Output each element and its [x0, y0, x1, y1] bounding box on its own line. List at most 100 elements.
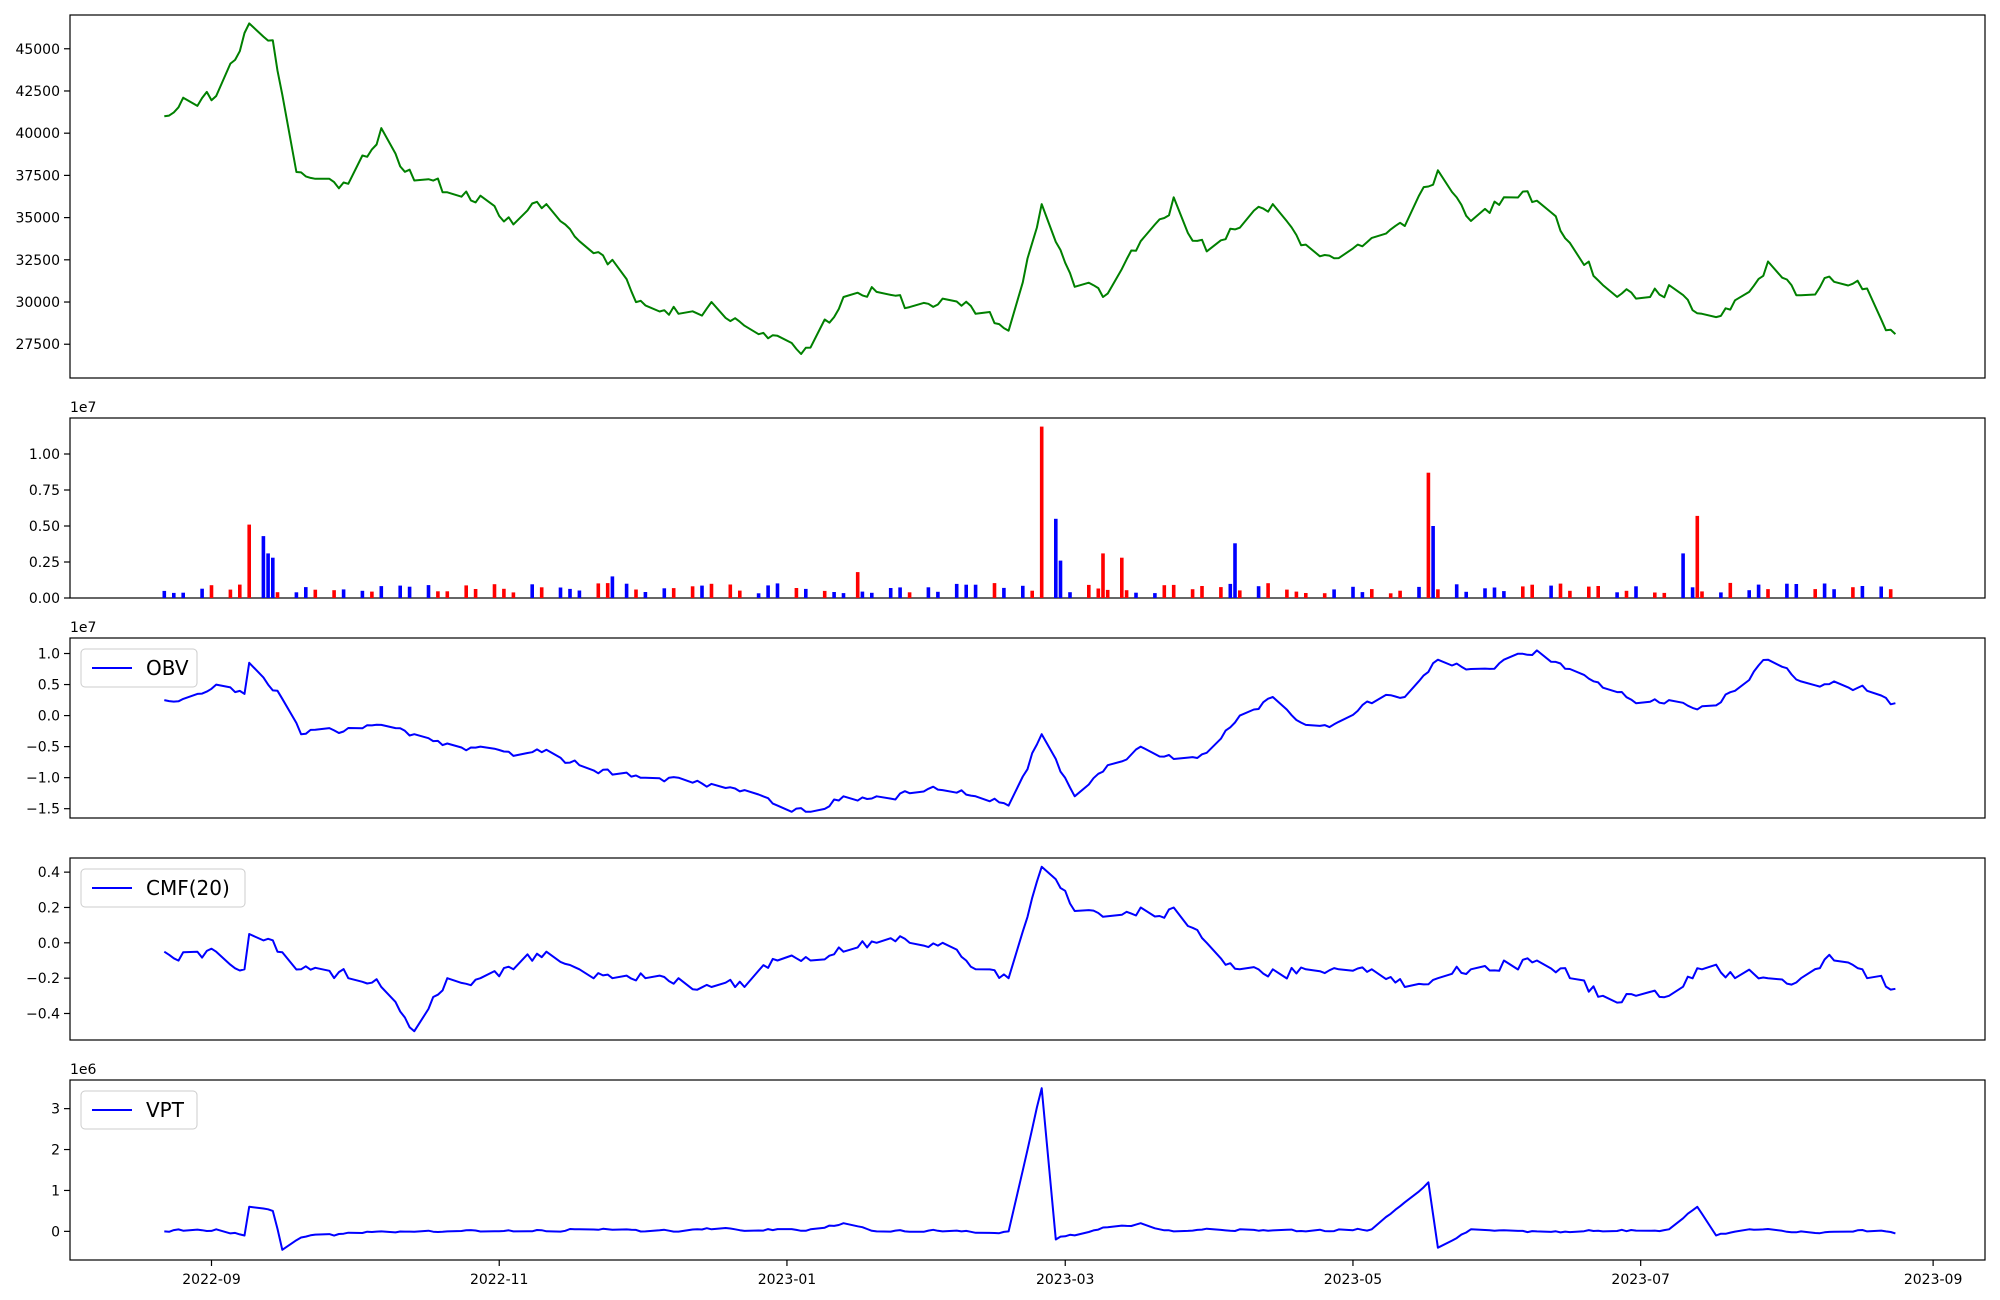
- volume-bar: [992, 583, 997, 598]
- volume-bar: [1879, 586, 1883, 598]
- obv-series-line: [164, 649, 1896, 813]
- cmf-legend-box: [80, 868, 246, 908]
- volume-bar: [436, 591, 440, 598]
- volume-bar: [1426, 472, 1431, 598]
- cmf-ytick-label: 0.4: [38, 865, 60, 881]
- volume-ytick-label: 0.25: [29, 555, 60, 571]
- volume-bar: [266, 553, 270, 598]
- volume-bar: [1502, 591, 1506, 598]
- volume-bar: [1087, 584, 1091, 598]
- vpt-frame: [69, 1079, 1986, 1261]
- volume-bar: [1700, 591, 1704, 598]
- price-ytick-label: 42500: [15, 84, 60, 100]
- volume-bar: [1860, 586, 1865, 598]
- volume-bar: [1285, 589, 1289, 598]
- volume-bar: [511, 592, 516, 598]
- volume-bar: [690, 586, 695, 598]
- obv-ytick-label: −1.0: [26, 771, 60, 787]
- volume-bar: [1530, 584, 1534, 598]
- vpt-ytick-label: 1: [51, 1183, 60, 1199]
- volume-bar: [738, 590, 742, 598]
- volume-bar: [1039, 426, 1044, 598]
- volume-bar: [1101, 553, 1105, 598]
- vpt-legend-box: [80, 1090, 198, 1130]
- price-frame: [69, 14, 1986, 379]
- volume-bar: [1233, 543, 1237, 598]
- volume-bar: [794, 588, 799, 598]
- obv-axes: −1.5 −1.0 −0.5 0.0 0.5 1.0 1e7 OBV: [26, 620, 1986, 819]
- vpt-legend-label: VPT: [146, 1098, 185, 1122]
- volume-bar: [1238, 590, 1242, 598]
- volume-bar: [1521, 586, 1525, 598]
- volume-bar: [464, 585, 468, 598]
- volume-bar: [1153, 593, 1157, 598]
- volume-bar: [662, 588, 667, 598]
- cmf-legend-label: CMF(20): [146, 876, 230, 900]
- volume-bar: [973, 584, 978, 598]
- volume-bar: [1219, 587, 1223, 598]
- volume-bar: [804, 588, 808, 598]
- vpt-ytick-label: 0: [51, 1224, 60, 1240]
- x-tick-label: 2023-09: [1904, 1272, 1963, 1288]
- volume-bar: [271, 557, 275, 598]
- price-ytick-label: 37500: [15, 168, 60, 184]
- obv-multiplier-label: 1e7: [70, 620, 96, 636]
- volume-bar: [1888, 589, 1893, 598]
- volume-bar: [1436, 589, 1440, 598]
- volume-bar: [1162, 585, 1167, 598]
- volume-bar: [1388, 593, 1393, 598]
- volume-bar: [426, 585, 431, 598]
- cmf-series-line: [163, 865, 1896, 1033]
- volume-bar: [492, 584, 497, 598]
- volume-bar: [1483, 588, 1487, 598]
- volume-bar: [1190, 589, 1195, 598]
- volume-bar: [610, 576, 615, 598]
- volume-bar: [1832, 589, 1836, 598]
- obv-frame: [69, 637, 1986, 819]
- volume-bar: [1549, 585, 1553, 598]
- volume-bar: [238, 584, 242, 598]
- volume-bar: [1398, 590, 1402, 598]
- vpt-ytick-label: 3: [51, 1102, 60, 1118]
- vpt-series-line: [164, 1087, 1896, 1251]
- volume-bar: [1454, 584, 1459, 598]
- volume-bar: [228, 589, 233, 598]
- volume-bar: [1322, 593, 1327, 598]
- x-tick-label: 2023-05: [1324, 1272, 1383, 1288]
- volume-bar: [1662, 592, 1667, 598]
- volume-bar: [1794, 584, 1799, 598]
- volume-bar: [728, 584, 733, 598]
- volume-bar: [907, 592, 912, 598]
- x-tick-label: 2022-11: [470, 1272, 529, 1288]
- price-ytick-label: 35000: [15, 211, 60, 227]
- volume-bar: [1615, 592, 1619, 598]
- cmf-ytick-label: 0.0: [38, 936, 60, 952]
- volume-ytick-label: 0.75: [29, 483, 60, 499]
- volume-bar: [1766, 589, 1770, 598]
- vpt-ytick-label: 2: [51, 1143, 60, 1159]
- volume-bar: [1030, 590, 1034, 598]
- obv-legend: OBV: [80, 648, 198, 688]
- volume-bar: [1332, 589, 1336, 598]
- volume-bar: [1120, 557, 1124, 598]
- volume-bar: [1021, 585, 1025, 598]
- volume-bar: [1587, 586, 1591, 598]
- volume-bar: [360, 590, 365, 598]
- volume-bar: [1124, 590, 1129, 598]
- volume-bar: [1822, 583, 1827, 598]
- volume-bar: [1756, 584, 1761, 598]
- volume-bar: [1002, 587, 1006, 598]
- volume-ytick-label: 0.00: [29, 591, 60, 607]
- volume-bar: [1266, 583, 1270, 598]
- obv-ytick-label: −0.5: [26, 740, 60, 756]
- volume-bar: [445, 591, 450, 598]
- volume-bar: [1105, 589, 1110, 598]
- price-axes: 27500 30000 32500 35000 37500 40000 42500 45000: [15, 14, 1986, 379]
- volume-bar: [1813, 589, 1817, 598]
- volume-bar: [1294, 591, 1299, 598]
- volume-bar: [313, 589, 318, 598]
- cmf-ytick-label: −0.4: [26, 1006, 60, 1022]
- vpt-multiplier-label: 1e6: [70, 1062, 97, 1078]
- volume-bar: [888, 588, 893, 598]
